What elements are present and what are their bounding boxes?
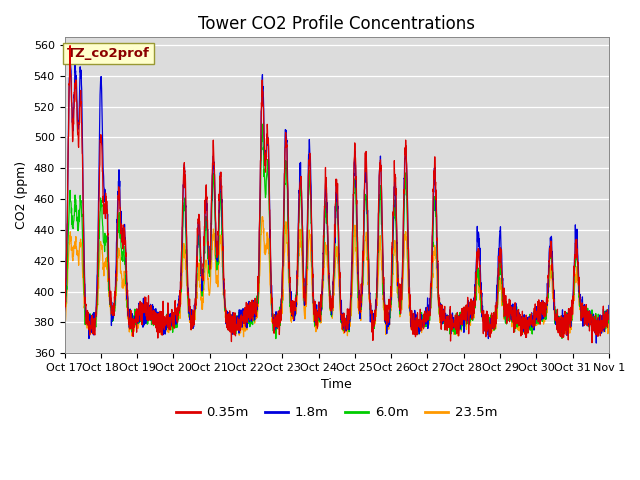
- X-axis label: Time: Time: [321, 378, 352, 392]
- Text: TZ_co2prof: TZ_co2prof: [67, 47, 150, 60]
- Legend: 0.35m, 1.8m, 6.0m, 23.5m: 0.35m, 1.8m, 6.0m, 23.5m: [171, 401, 502, 424]
- Title: Tower CO2 Profile Concentrations: Tower CO2 Profile Concentrations: [198, 15, 476, 33]
- Y-axis label: CO2 (ppm): CO2 (ppm): [15, 161, 28, 229]
